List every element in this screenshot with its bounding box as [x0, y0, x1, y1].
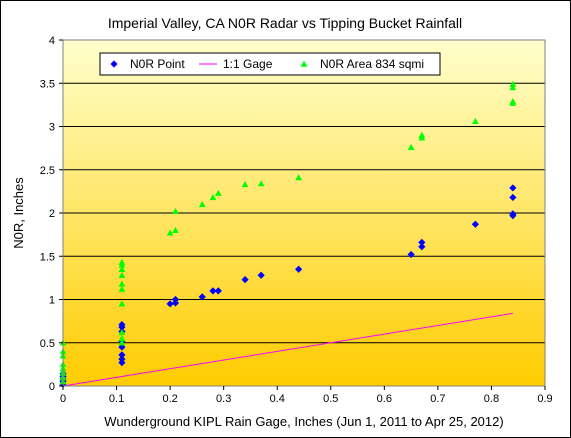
- series-1: [62, 312, 513, 387]
- x-tick-label: 0.7: [430, 393, 445, 405]
- legend-box: [99, 52, 441, 76]
- legend-item: N0R Point: [110, 57, 185, 71]
- data-point: [198, 293, 206, 301]
- x-tick-label: 0.2: [162, 393, 177, 405]
- x-tick-label: 0.4: [270, 393, 285, 405]
- data-point: [509, 80, 517, 87]
- x-tick-label: 0.9: [537, 393, 552, 405]
- data-point: [118, 320, 126, 329]
- data-point: [214, 287, 222, 295]
- data-point: [418, 131, 426, 138]
- data-point: [118, 258, 126, 266]
- data-point: [118, 300, 126, 307]
- data-point: [172, 226, 179, 234]
- legend-swatch: [300, 60, 308, 67]
- legend-swatch: [110, 60, 118, 68]
- data-point: [118, 285, 126, 292]
- tick-labels: 0 0.1 0.2 0.3 0.4 0.5 0.6 0.7 0.8 0.9 0 0.5 1 1.5 2 2.5…: [40, 35, 553, 405]
- data-point: [209, 194, 217, 201]
- data-point: [257, 180, 265, 187]
- y-tick-label: 3: [49, 122, 55, 134]
- data-point: [471, 220, 479, 228]
- data-point: [209, 287, 217, 295]
- data-point: [166, 229, 174, 236]
- y-tick-label: 4: [49, 35, 55, 47]
- data-point: [214, 189, 222, 196]
- legend-label: 1:1 Gage: [223, 57, 273, 71]
- data-point: [407, 250, 415, 259]
- x-tick-label: 0.6: [377, 393, 392, 405]
- data-point: [198, 200, 206, 208]
- data-point: [118, 280, 126, 287]
- data-point: [241, 181, 249, 188]
- x-axis-title: Wunderground KIPL Rain Gage, Inches (Jun…: [104, 414, 503, 429]
- data-point: [509, 84, 517, 91]
- data-point: [471, 117, 479, 125]
- data-point: [509, 193, 517, 202]
- legend-item: N0R Area 834 sqmi: [300, 57, 424, 71]
- data-point: [418, 238, 426, 247]
- data-point: [118, 335, 126, 342]
- series-line: [62, 312, 513, 387]
- data-point: [418, 243, 426, 251]
- data-point: [118, 265, 126, 272]
- data-point: [509, 184, 517, 192]
- y-tick-label: 0.5: [40, 338, 55, 350]
- legend-label: N0R Area 834 sqmi: [320, 57, 424, 71]
- y-axis-title: N0R, Inches: [11, 177, 26, 249]
- data-point: [118, 355, 126, 363]
- x-tick-label: 0.8: [484, 393, 499, 405]
- series-layer: [59, 80, 517, 388]
- legend-item: 1:1 Gage: [199, 57, 273, 71]
- data-point: [166, 300, 174, 308]
- data-point: [241, 276, 249, 284]
- gridlines: [63, 82, 545, 344]
- legend-label: N0R Point: [130, 57, 185, 71]
- x-tick-label: 0.5: [323, 393, 338, 405]
- data-point: [295, 265, 303, 273]
- x-tick-label: 0.1: [109, 393, 124, 405]
- x-tick-label: 0: [60, 393, 66, 405]
- data-point: [171, 295, 180, 304]
- legend: N0R Point 1:1 Gage N0R Area 834 sqmi: [99, 52, 441, 76]
- y-tick-label: 2.5: [40, 165, 55, 177]
- data-point: [509, 210, 517, 218]
- y-tick-label: 2: [49, 208, 55, 220]
- data-point: [118, 343, 126, 351]
- x-tick-label: 0.3: [216, 393, 231, 405]
- y-tick-label: 0: [49, 381, 55, 393]
- y-tick-label: 1: [49, 295, 55, 307]
- data-point: [407, 143, 415, 150]
- chart-title: Imperial Valley, CA N0R Radar vs Tipping…: [108, 15, 462, 31]
- data-point: [118, 328, 126, 336]
- y-tick-label: 1.5: [40, 251, 55, 263]
- y-tick-label: 3.5: [40, 78, 55, 90]
- data-point: [172, 207, 179, 214]
- data-point: [118, 271, 126, 278]
- data-point: [509, 98, 517, 105]
- series-2: [59, 80, 517, 385]
- data-point: [257, 271, 265, 279]
- data-point: [118, 351, 126, 359]
- data-point: [295, 174, 303, 181]
- data-point: [118, 339, 126, 346]
